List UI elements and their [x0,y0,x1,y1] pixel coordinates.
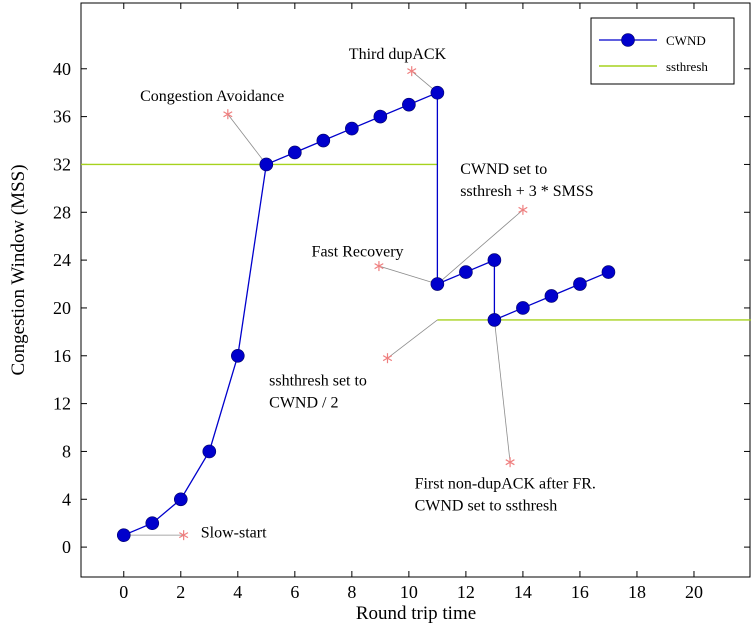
annotation-star [374,261,384,272]
x-tick-label: 14 [514,582,532,602]
annotation-star [518,204,528,215]
y-tick-label: 24 [53,250,71,270]
legend-label: ssthresh [666,59,708,74]
legend: CWND ssthresh [590,17,735,85]
annotation-leader [437,209,524,285]
annotation-text: ssthresh + 3 * SMSS [460,183,594,200]
star-stroke [382,355,393,362]
x-tick-label: 2 [176,582,185,602]
x-tick-label: 12 [457,582,475,602]
cwnd-point [544,289,559,303]
x-tick-label: 20 [685,582,703,602]
y-tick-label: 16 [53,346,71,366]
x-tick-label: 18 [628,582,646,602]
cwnd-point [116,528,131,542]
cwnd-point [202,444,217,459]
y-tick-label: 0 [62,537,71,557]
star-stroke [407,68,417,75]
star-stroke [374,263,384,270]
annotation-text: First non-dupACK after FR. [415,476,596,493]
axis-frame [80,2,751,578]
cwnd-point [487,313,502,327]
annotation-leader [378,265,438,285]
cwnd-point [259,157,274,172]
cwnd-point [573,277,587,291]
y-tick-label: 20 [53,298,71,318]
x-tick-label: 6 [290,582,299,602]
annotation-star [505,457,515,468]
y-tick-label: 4 [62,489,71,509]
cwnd-point [601,265,616,279]
y-tick-label: 32 [53,154,71,174]
cwnd-point [173,492,188,507]
cwnd-point [459,265,473,279]
annotation-text: sshthresh set to [269,373,367,390]
cwnd-point [231,348,245,363]
y-tick-label: 36 [53,107,71,127]
annotation-star [382,353,393,364]
x-tick-label: 0 [119,582,128,602]
annotation-text: CWND / 2 [269,395,338,412]
x-tick-label: 4 [233,582,242,602]
annotation-text: Slow-start [201,525,267,542]
cwnd-point [430,277,445,291]
x-tick-label: 16 [571,582,589,602]
annotation-leader [494,319,511,463]
annotation-star [223,109,233,120]
cwnd-point [516,301,530,315]
cwnd-point [487,253,502,267]
annotation-star [407,66,417,77]
x-tick-label: 10 [400,582,418,602]
cwnd-point [430,85,445,100]
y-axis-label: Congestion Window (MSS) [8,164,29,375]
cwnd-point [373,109,388,124]
cwnd-point [402,97,416,112]
x-tick-label: 8 [347,582,356,602]
annotation-text: CWND set to [460,161,547,178]
y-tick-label: 40 [53,59,71,79]
annotation-text: Fast Recovery [312,244,404,261]
x-axis-label: Round trip time [356,603,476,624]
cwnd-point [288,145,302,160]
star-stroke [223,111,233,118]
star-stroke [518,206,528,213]
annotation-text: Congestion Avoidance [140,88,284,105]
annotation-star [179,530,189,541]
legend-box [590,17,735,85]
y-tick-label: 12 [53,394,71,414]
cwnd-point [316,133,331,148]
cwnd-point [345,121,359,136]
star-stroke [179,532,189,539]
cwnd-point [145,516,160,530]
plot-area: 0 2 4 6 8 10 12 14 16 18 200481216202428323640Slow… [53,2,751,602]
legend-cwnd-marker [621,33,635,47]
y-tick-label: 28 [53,202,71,222]
annotation-text: CWND set to ssthresh [415,498,558,515]
annotation-leader [227,113,267,165]
star-stroke [505,459,515,466]
cwnd-line [123,91,609,536]
annotation-text: Third dupACK [349,46,447,63]
y-tick-label: 8 [62,441,71,461]
annotation-leader [387,319,438,359]
legend-label: CWND [666,33,706,48]
